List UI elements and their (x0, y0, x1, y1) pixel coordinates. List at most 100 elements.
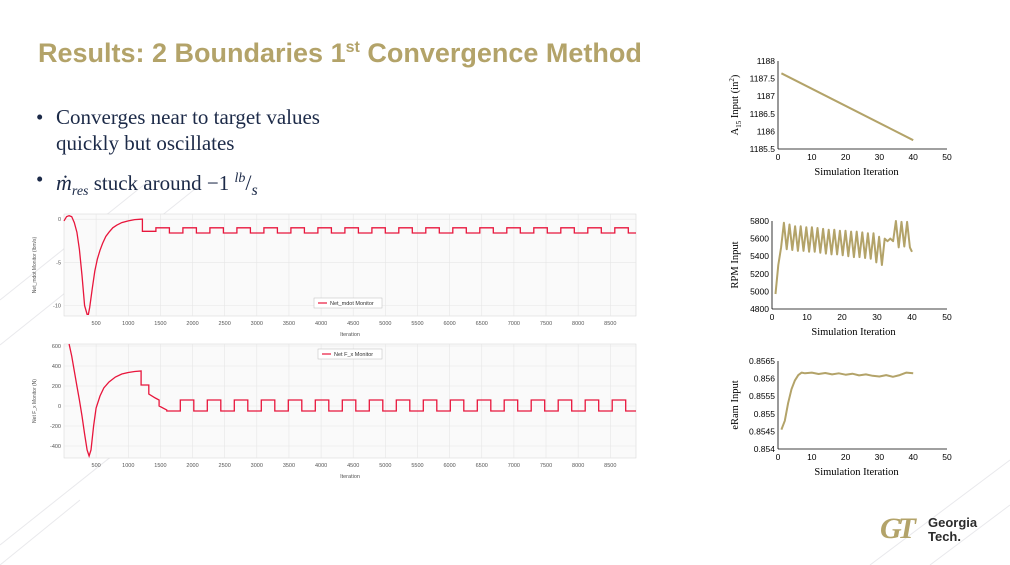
y-axis-label: Net F_x Monitor (N) (32, 379, 38, 423)
y-tick-label: 0 (58, 217, 61, 223)
x-tick-label: 500 (92, 463, 101, 469)
y-tick-label: 4800 (750, 304, 769, 314)
x-tick-label: 2500 (219, 463, 231, 469)
y-tick-label: 5200 (750, 269, 769, 279)
x-tick-label: 6500 (476, 321, 488, 327)
x-tick-label: 4500 (347, 321, 359, 327)
x-tick-label: 0 (776, 152, 781, 162)
x-axis-label: Simulation Iteration (814, 167, 899, 178)
x-tick-label: 1000 (122, 321, 134, 327)
y-tick-label: 5800 (750, 216, 769, 226)
x-tick-label: 5500 (411, 321, 423, 327)
gt-monogram-icon: GT (880, 512, 916, 545)
x-tick-label: 20 (841, 152, 851, 162)
x-axis-label: Simulation Iteration (814, 467, 899, 478)
x-tick-label: 40 (907, 312, 917, 322)
x-tick-label: 50 (942, 152, 952, 162)
x-tick-label: 8500 (604, 463, 616, 469)
series (780, 72, 914, 142)
net-fx-chart: 500 1000 1500 2000 2500 3000 3500 4000 4500 5000 5… (32, 343, 637, 480)
x-tick-label: 6000 (443, 463, 455, 469)
x-tick-label: 2500 (219, 321, 231, 327)
y-tick-label: 1187.5 (750, 74, 776, 84)
x-tick-label: 30 (875, 152, 885, 162)
y-tick-label: 200 (52, 384, 61, 390)
x-tick-label: 7000 (508, 321, 520, 327)
series (63, 215, 636, 315)
x-tick-label: 4000 (315, 463, 327, 469)
x-tick-label: 6500 (476, 463, 488, 469)
x-tick-label: 5000 (379, 463, 391, 469)
y-tick-label: 1188 (757, 56, 776, 66)
y-tick-label: 5000 (750, 286, 769, 296)
x-tick-label: 20 (837, 312, 847, 322)
x-tick-label: 8000 (572, 321, 584, 327)
x-tick-label: 30 (872, 312, 882, 322)
x-tick-label: 2000 (186, 321, 198, 327)
y-tick-label: -200 (50, 424, 61, 430)
x-tick-label: 40 (908, 452, 918, 462)
a15-input-chart: 0 10 20 30 40 50 1185.5 1186 1186.5 1187 1187.5 118… (728, 56, 952, 178)
y-tick-label: 1186.5 (750, 109, 776, 119)
y-tick-label: 1187 (757, 91, 776, 101)
x-tick-label: 5500 (411, 463, 423, 469)
y-tick-label: 0.8565 (749, 356, 775, 366)
bullet-item: • ṁres stuck around −1 lb/s (36, 167, 258, 200)
series-line (63, 215, 636, 315)
series-line (780, 371, 914, 430)
x-tick-label: 5000 (379, 321, 391, 327)
y-tick-label: 0.855 (754, 409, 776, 419)
x-tick-label: 10 (802, 312, 812, 322)
x-tick-label: 3500 (283, 463, 295, 469)
y-tick-label: 600 (52, 344, 61, 350)
series (780, 371, 914, 430)
y-tick-label: -5 (56, 260, 61, 266)
x-tick-label: 1000 (122, 463, 134, 469)
x-tick-label: 20 (841, 452, 851, 462)
slide-title: Results: 2 Boundaries 1st Convergence Me… (38, 38, 642, 68)
y-tick-label: 1185.5 (750, 144, 776, 154)
x-tick-label: 0 (770, 312, 775, 322)
y-axis-label: A15 Input (in2) (728, 74, 743, 135)
y-tick-label: 0.854 (754, 444, 776, 454)
y-tick-label: 0.8555 (749, 391, 775, 401)
y-tick-label: 5600 (750, 234, 769, 244)
x-tick-label: 8500 (604, 321, 616, 327)
bullet-item: • Converges near to target values quickl… (36, 105, 320, 155)
series-line (774, 220, 913, 295)
x-tick-label: 30 (875, 452, 885, 462)
x-tick-label: 10 (807, 452, 817, 462)
x-tick-label: 7500 (540, 321, 552, 327)
y-tick-label: 0.856 (754, 374, 776, 384)
y-tick-label: -400 (50, 444, 61, 450)
y-tick-label: 0.8545 (749, 426, 775, 436)
legend-label: Net F_x Monitor (334, 352, 373, 358)
net-mdot-chart: 500 1000 1500 2000 2500 3000 3500 4000 4500 5000 5… (32, 213, 637, 338)
x-axis-label: Iteration (340, 332, 360, 338)
x-tick-label: 3500 (283, 321, 295, 327)
legend-box (317, 348, 383, 360)
legend-box (313, 297, 383, 309)
eram-input-chart: 0 10 20 30 40 50 0.854 0.8545 0.855 0.8555 0.856 0.… (730, 356, 952, 478)
y-axis-label: RPM Input (730, 241, 741, 288)
x-axis-label: Iteration (340, 474, 360, 480)
x-tick-label: 50 (942, 312, 952, 322)
y-axis-label: eRam Input (730, 380, 741, 429)
x-tick-label: 1500 (154, 321, 166, 327)
y-tick-label: 400 (52, 364, 61, 370)
x-tick-label: 10 (807, 152, 817, 162)
plot-area (63, 343, 637, 459)
x-tick-label: 50 (942, 452, 952, 462)
y-tick-label: 1186 (757, 126, 776, 136)
x-tick-label: 0 (776, 452, 781, 462)
x-axis-label: Simulation Iteration (811, 327, 896, 338)
x-tick-label: 500 (92, 321, 101, 327)
y-axis-label: Net_mdot Monitor (lbm/s) (32, 236, 38, 293)
rpm-input-chart: 0 10 20 30 40 50 4800 5000 5200 5400 5600 5800 Simul… (730, 216, 952, 338)
x-tick-label: 8000 (572, 463, 584, 469)
y-tick-label: 5400 (750, 251, 769, 261)
series (68, 343, 636, 459)
x-tick-label: 1500 (154, 463, 166, 469)
x-tick-label: 7500 (540, 463, 552, 469)
x-tick-label: 3000 (251, 463, 263, 469)
